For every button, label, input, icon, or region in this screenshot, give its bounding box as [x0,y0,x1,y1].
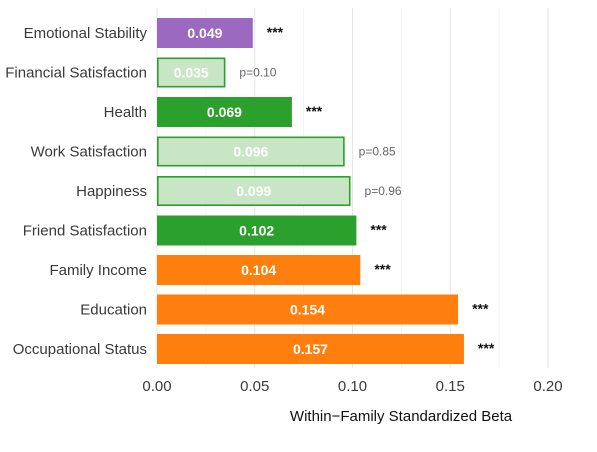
bar-value-label: 0.102 [239,223,274,239]
p-value-label: p=0.10 [239,66,276,80]
bar-value-label: 0.035 [174,65,209,81]
significance-stars: *** [267,24,284,40]
bar [157,294,459,325]
p-value-label: p=0.96 [365,184,402,198]
category-label: Friend Satisfaction [23,223,147,240]
bar [157,334,464,364]
x-tick-label: 0.10 [338,378,367,395]
x-tick-label: 0.20 [533,378,562,395]
significance-stars: *** [370,222,387,238]
x-tick-label: 0.00 [142,378,171,395]
bar [157,97,292,127]
category-label: Happiness [76,183,147,200]
category-label: Health [104,104,147,121]
category-label: Emotional Stability [24,25,148,42]
category-label: Family Income [49,262,147,279]
bar [157,57,226,88]
x-tick-label: 0.05 [240,378,269,395]
significance-stars: *** [472,301,489,317]
x-axis-title: Within−Family Standardized Beta [290,408,513,425]
category-label: Financial Satisfaction [5,65,147,82]
bar-value-label: 0.154 [290,302,325,318]
bar [157,176,351,207]
bar [157,215,357,246]
x-axis-ticks: 0.00 0.05 0.10 0.15 0.20 [142,378,562,395]
bar [157,18,253,48]
significance-stars: *** [374,261,391,277]
bar-value-label: 0.096 [233,144,268,160]
category-label: Work Satisfaction [31,144,147,161]
category-label: Occupational Status [13,341,147,358]
bar [157,255,361,285]
bar-value-label: 0.099 [236,183,271,199]
p-value-label: p=0.85 [359,145,396,159]
bar-value-label: 0.104 [241,262,276,278]
category-label: Education [80,302,147,319]
label-layer: Emotional Stability 0.049 *** Financial Sat… [5,24,495,358]
significance-stars: *** [478,340,495,356]
bar [157,136,345,167]
significance-stars: *** [306,103,323,119]
x-tick-label: 0.15 [436,378,465,395]
bar-value-label: 0.157 [293,341,328,357]
bar-layer [157,18,464,364]
bar-value-label: 0.069 [207,104,242,120]
bar-value-label: 0.049 [187,25,222,41]
